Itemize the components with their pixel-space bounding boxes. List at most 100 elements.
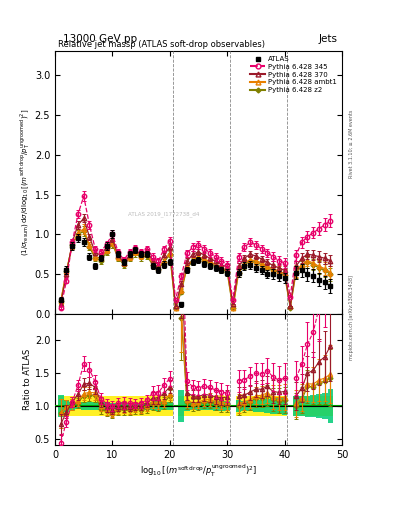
Bar: [121, 396, 127, 416]
Bar: [75, 402, 81, 410]
Bar: [156, 401, 161, 411]
Bar: [259, 396, 264, 416]
Bar: [115, 396, 121, 416]
Bar: [247, 401, 253, 411]
Bar: [190, 402, 196, 410]
Bar: [86, 402, 92, 410]
Bar: [328, 389, 333, 423]
Bar: [213, 396, 219, 416]
Text: ATLAS 2019_I1772738_d4: ATLAS 2019_I1772738_d4: [129, 211, 200, 217]
Bar: [219, 396, 224, 416]
Text: Jets: Jets: [319, 33, 338, 44]
Bar: [98, 402, 104, 410]
Bar: [253, 400, 259, 412]
Bar: [310, 395, 316, 417]
Bar: [242, 396, 247, 416]
Bar: [138, 396, 144, 416]
Bar: [236, 396, 242, 416]
Bar: [81, 396, 86, 416]
Bar: [92, 401, 98, 411]
Bar: [276, 398, 282, 414]
Bar: [92, 396, 98, 416]
Bar: [322, 393, 328, 419]
Bar: [75, 396, 81, 416]
Bar: [98, 396, 104, 416]
Bar: [64, 396, 70, 416]
Bar: [132, 396, 138, 416]
Bar: [219, 401, 224, 411]
Bar: [282, 397, 287, 415]
Bar: [178, 396, 184, 416]
Legend: ATLAS, Pythia 6.428 345, Pythia 6.428 370, Pythia 6.428 ambt1, Pythia 6.428 z2: ATLAS, Pythia 6.428 345, Pythia 6.428 37…: [249, 55, 338, 94]
Bar: [270, 396, 276, 416]
Bar: [127, 402, 132, 410]
Bar: [81, 402, 86, 410]
Bar: [207, 401, 213, 411]
Bar: [299, 396, 305, 416]
Bar: [322, 396, 328, 416]
Y-axis label: $(1/\sigma_\mathrm{resum})\,\mathrm{d}\sigma/\mathrm{d}\log_{10}[(m^\mathrm{soft: $(1/\sigma_\mathrm{resum})\,\mathrm{d}\s…: [18, 109, 32, 257]
Bar: [213, 401, 219, 411]
Bar: [184, 396, 190, 416]
Text: Relative jet massρ (ATLAS soft-drop observables): Relative jet massρ (ATLAS soft-drop obse…: [58, 40, 265, 49]
Bar: [138, 402, 144, 410]
Bar: [224, 401, 230, 411]
Bar: [328, 396, 333, 416]
Bar: [282, 396, 287, 416]
Bar: [293, 396, 299, 416]
Bar: [70, 396, 75, 416]
Bar: [316, 396, 322, 416]
Bar: [299, 396, 305, 416]
Bar: [207, 396, 213, 416]
Bar: [264, 396, 270, 416]
Bar: [104, 396, 110, 416]
X-axis label: $\log_{10}[(m^\mathrm{soft\,drop}/p_\mathrm{T}^\mathrm{ungroomed})^2]$: $\log_{10}[(m^\mathrm{soft\,drop}/p_\mat…: [140, 463, 257, 479]
Bar: [196, 402, 201, 410]
Bar: [236, 400, 242, 412]
Bar: [132, 403, 138, 409]
Text: Rivet 3.1.10; ≥ 2.6M events: Rivet 3.1.10; ≥ 2.6M events: [349, 109, 354, 178]
Bar: [184, 401, 190, 411]
Bar: [305, 396, 310, 416]
Y-axis label: Ratio to ATLAS: Ratio to ATLAS: [23, 349, 32, 410]
Bar: [167, 402, 173, 410]
Bar: [316, 394, 322, 418]
Bar: [293, 396, 299, 416]
Bar: [58, 396, 64, 416]
Bar: [305, 395, 310, 417]
Bar: [58, 395, 64, 417]
Bar: [150, 401, 156, 411]
Bar: [242, 400, 247, 412]
Bar: [104, 402, 110, 410]
Bar: [270, 398, 276, 414]
Bar: [224, 396, 230, 416]
Bar: [259, 400, 264, 412]
Bar: [276, 396, 282, 416]
Bar: [201, 396, 207, 416]
Bar: [64, 400, 70, 412]
Bar: [144, 402, 150, 410]
Bar: [161, 402, 167, 410]
Bar: [201, 402, 207, 410]
Bar: [144, 396, 150, 416]
Bar: [178, 390, 184, 422]
Bar: [156, 396, 161, 416]
Bar: [190, 396, 196, 416]
Bar: [115, 402, 121, 410]
Bar: [110, 396, 115, 416]
Text: 13000 GeV pp: 13000 GeV pp: [63, 33, 137, 44]
Bar: [86, 396, 92, 416]
Bar: [150, 396, 156, 416]
Bar: [161, 396, 167, 416]
Bar: [264, 399, 270, 413]
Bar: [127, 396, 132, 416]
Bar: [70, 402, 75, 410]
Bar: [247, 396, 253, 416]
Text: mcplots.cern.ch [arXiv:1306.3438]: mcplots.cern.ch [arXiv:1306.3438]: [349, 275, 354, 360]
Bar: [310, 396, 316, 416]
Bar: [167, 396, 173, 416]
Bar: [110, 403, 115, 409]
Bar: [253, 396, 259, 416]
Bar: [121, 402, 127, 410]
Bar: [196, 396, 201, 416]
